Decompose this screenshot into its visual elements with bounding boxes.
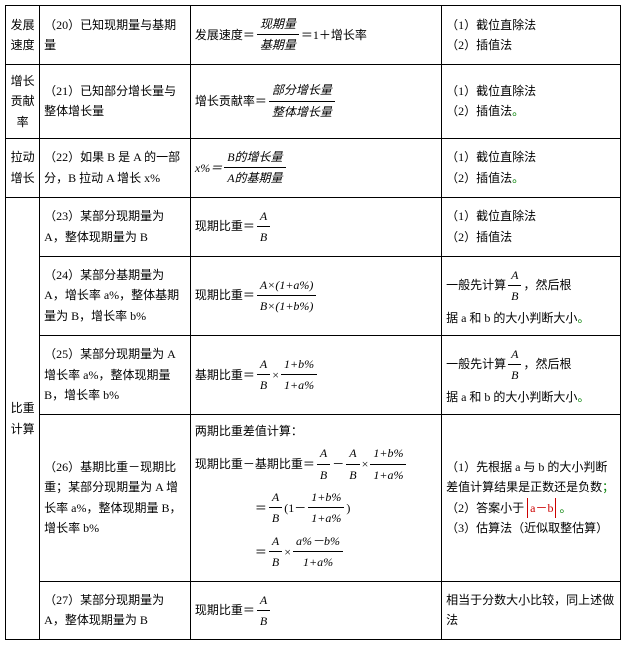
method-text: 一般先计算 [446,354,506,374]
fraction: A B [257,354,270,396]
method-text: 一般先计算 [446,275,506,295]
method-line: （2）插值法 [446,171,512,185]
row-method: 一般先计算 A B ，然后根 据 a 和 b 的大小判断大小。 [442,335,621,414]
fraction: 1+b% 1+a% [281,354,317,396]
row-method: （1）截位直除法 （2）插值法。 [442,64,621,138]
row-formula: 现期比重＝ A B [190,581,441,640]
row-desc: （21）已知部分增长量与整体增长量 [40,64,191,138]
times-symbol: × [284,542,291,562]
row-method: （1）截位直除法 （2）插值法。 [442,138,621,197]
method-text: 据 a 和 b 的大小判断大小 [446,390,577,404]
row-label: 发展速度 [6,6,40,65]
formula-suffix: ＝1＋增长率 [301,25,367,45]
method-line: （2）插值法 [446,104,512,118]
fraction: 部分增长量 整体增长量 [269,80,335,122]
fraction: 1+b% 1+a% [308,487,344,529]
row-desc: （23）某部分现期量为 A，整体现期量为 B [40,197,191,256]
method-line: （2）插值法 [446,35,616,55]
row-formula: 现期比重＝ A×(1+a%) B×(1+b%) [190,256,441,335]
row-desc: （25）某部分现期量为 A 增长率 a%，整体现期量 B，增长率 b% [40,335,191,414]
fraction: a%－b% 1+a% [293,531,343,573]
formula-prefix: 现期比重＝ [195,600,255,620]
table-row: 拉动增长 （22）如果 B 是 A 的一部分，B 拉动 A 增长 x% x%＝ … [6,138,621,197]
minus-symbol: － [332,454,344,474]
formula-prefix: 增长贡献率＝ [195,91,267,111]
fraction: A×(1+a%) B×(1+b%) [257,275,317,317]
fraction: A B [508,344,521,386]
formula-prefix: x%＝ [195,158,222,178]
formula-prefix: 基期比重＝ [195,365,255,385]
row-method: （1）截位直除法 （2）插值法 [442,197,621,256]
method-line: （1）截位直除法 [446,147,616,167]
row-desc: （22）如果 B 是 A 的一部分，B 拉动 A 增长 x% [40,138,191,197]
method-line: （1）截位直除法 [446,206,616,226]
formula-table: 发展速度 （20）已知现期量与基期量 发展速度＝ 现期量 基期量 ＝1＋增长率 … [5,5,621,640]
table-row: 比重计算 （23）某部分现期量为 A，整体现期量为 B 现期比重＝ A B （1… [6,197,621,256]
fraction: A B [269,487,282,529]
equals-symbol: ＝ [255,498,267,518]
group-label: 比重计算 [6,197,40,640]
fraction: A B [508,265,521,307]
row-desc: （24）某部分基期量为 A，增长率 a%，整体基期量为 B，增长率 b% [40,256,191,335]
abs-value: a－b [527,498,556,518]
formula-prefix: 现期比重＝ [195,285,255,305]
fraction: A B [317,443,330,485]
formula-prefix: 现期比重－基期比重＝ [195,454,315,474]
table-row: （26）基期比重－现期比重；某部分现期量为 A 增长率 a%，整体现期量 B，增… [6,414,621,581]
wave-mark: 。 [559,501,571,515]
row-method: 一般先计算 A B ，然后根 据 a 和 b 的大小判断大小。 [442,256,621,335]
equals-symbol: ＝ [255,542,267,562]
wave-mark: 。 [512,104,524,118]
fraction: 1+b% 1+a% [370,443,406,485]
table-row: （24）某部分基期量为 A，增长率 a%，整体基期量为 B，增长率 b% 现期比… [6,256,621,335]
table-row: （27）某部分现期量为 A，整体现期量为 B 现期比重＝ A B 相当于分数大小… [6,581,621,640]
row-method: （1）截位直除法 （2）插值法 [442,6,621,65]
formula-title: 两期比重差值计算： [195,421,437,441]
fraction: A B [257,590,270,632]
formula-prefix: 现期比重＝ [195,216,255,236]
method-line: （1）截位直除法 [446,15,616,35]
method-text: ，然后根 [523,354,571,374]
fraction: 现期量 基期量 [257,14,299,56]
method-line: （2）插值法 [446,227,616,247]
method-line: （3）估算法（近似取整估算） [446,518,616,538]
row-desc: （26）基期比重－现期比重；某部分现期量为 A 增长率 a%，整体现期量 B，增… [40,414,191,581]
row-method: 相当于分数大小比较，同上述做法 [442,581,621,640]
times-symbol: × [272,365,279,385]
method-text: 据 a 和 b 的大小判断大小 [446,311,577,325]
row-formula: 增长贡献率＝ 部分增长量 整体增长量 [190,64,441,138]
row-formula: 基期比重＝ A B × 1+b% 1+a% [190,335,441,414]
wave-mark: 。 [577,390,589,404]
method-text: （2）答案小于 [446,501,524,515]
row-desc: （20）已知现期量与基期量 [40,6,191,65]
row-formula: x%＝ B的增长量 A的基期量 [190,138,441,197]
fraction: B的增长量 A的基期量 [224,147,285,189]
row-formula: 两期比重差值计算： 现期比重－基期比重＝ A B － A B × 1+b% 1+… [190,414,441,581]
table-row: 增长贡献率 （21）已知部分增长量与整体增长量 增长贡献率＝ 部分增长量 整体增… [6,64,621,138]
table-row: （25）某部分现期量为 A 增长率 a%，整体现期量 B，增长率 b% 基期比重… [6,335,621,414]
fraction: A B [346,443,359,485]
paren-open: (1－ [284,498,306,518]
wave-mark: 。 [577,311,589,325]
row-desc: （27）某部分现期量为 A，整体现期量为 B [40,581,191,640]
formula-prefix: 发展速度＝ [195,25,255,45]
row-formula: 发展速度＝ 现期量 基期量 ＝1＋增长率 [190,6,441,65]
row-method: （1）先根据 a 与 b 的大小判断差值计算结果是正数还是负数； （2）答案小于… [442,414,621,581]
row-label: 拉动增长 [6,138,40,197]
method-line: （1）截位直除法 [446,81,616,101]
paren-close: ) [346,498,350,518]
wave-mark: 。 [512,171,524,185]
wave-mark: ； [602,480,614,494]
times-symbol: × [362,454,369,474]
method-line: （1）先根据 a 与 b 的大小判断差值计算结果是正数还是负数 [446,460,607,494]
row-label: 增长贡献率 [6,64,40,138]
fraction: A B [269,531,282,573]
row-formula: 现期比重＝ A B [190,197,441,256]
method-text: ，然后根 [523,275,571,295]
table-row: 发展速度 （20）已知现期量与基期量 发展速度＝ 现期量 基期量 ＝1＋增长率 … [6,6,621,65]
fraction: A B [257,206,270,248]
